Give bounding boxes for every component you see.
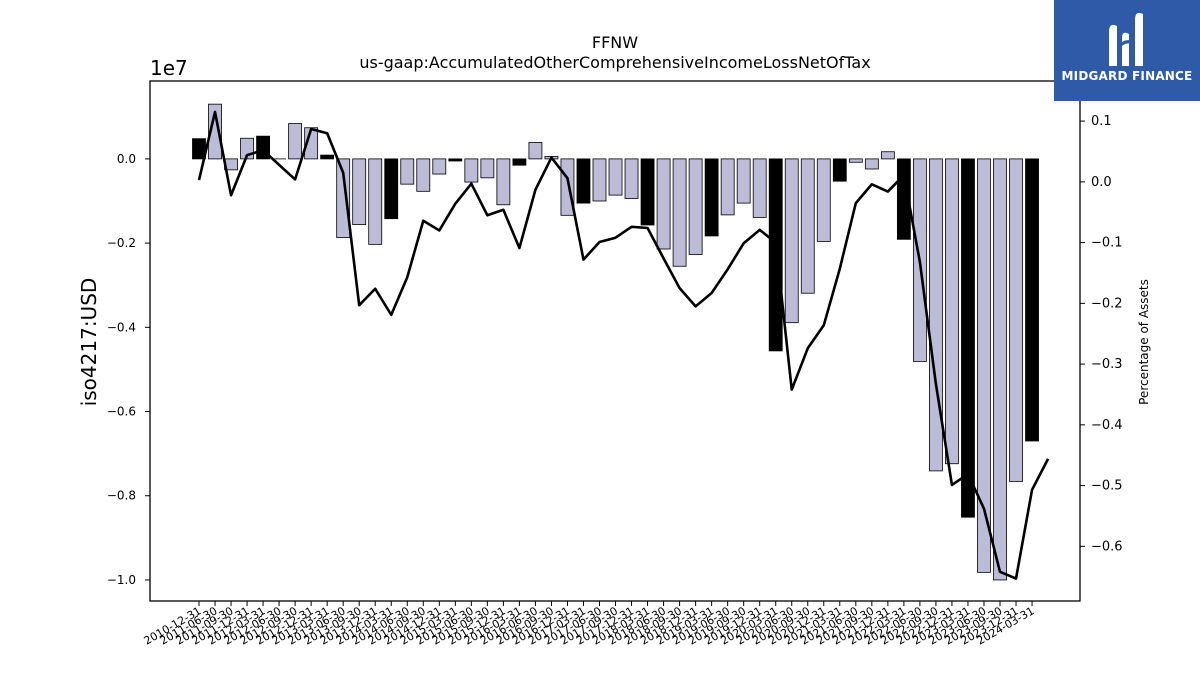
chart-title-line1: FFNW — [592, 33, 638, 52]
bar-2017-06-30 — [608, 158, 623, 196]
bar-2015-12-31 — [512, 158, 527, 166]
bar-2023-09-30 — [1009, 158, 1023, 482]
bar-2019-06-30 — [736, 158, 751, 204]
y-tick-label: −0.4 — [107, 320, 136, 334]
bar-2014-09-30 — [432, 158, 447, 175]
bar-2020-09-30 — [816, 158, 831, 242]
bar-2015-09-30 — [496, 158, 511, 206]
bar-2022-06-30 — [929, 158, 943, 472]
bar-2021-06-30 — [864, 158, 879, 170]
bar-2021-03-31 — [848, 158, 863, 163]
bar-2021-09-30 — [880, 151, 895, 160]
chart-title-line2: us-gaap:AccumulatedOtherComprehensiveInc… — [359, 53, 870, 72]
y2-axis-ticks: 0.1 0.0 −0.1 −0.2 −0.3 −0.4 −0.5 −0.6 — [1080, 114, 1123, 554]
y2-tick-label: −0.2 — [1091, 296, 1123, 311]
y2-axis-label: Percentage of Assets — [1137, 279, 1151, 405]
bar-2022-09-30 — [945, 158, 959, 465]
bar-2020-06-30 — [800, 158, 815, 294]
bar-2015-03-31 — [464, 158, 479, 183]
bar-2018-03-31 — [656, 158, 671, 250]
bar-2022-12-31 — [961, 158, 975, 518]
y-axis-ticks: 0.0 −0.2 −0.4 −0.6 −0.8 −1.0 — [107, 152, 150, 587]
y-axis-label: iso4217:USD — [77, 278, 101, 407]
bar-2020-03-31 — [784, 158, 799, 324]
y2-tick-label: −0.1 — [1091, 236, 1123, 251]
bar-2013-12-31 — [384, 158, 399, 220]
bar-2018-06-30 — [672, 158, 687, 267]
bar-2020-12-31 — [832, 158, 847, 182]
y-tick-label: −1.0 — [107, 573, 136, 587]
pct-assets-line — [197, 110, 1050, 580]
y-tick-label: −0.6 — [107, 405, 136, 419]
bar-2019-12-31 — [768, 158, 783, 352]
bar-2023-03-31 — [977, 158, 991, 573]
bar-2017-09-30 — [624, 158, 639, 199]
bar-2023-12-31 — [1025, 158, 1039, 442]
bar-2019-09-30 — [752, 158, 767, 218]
bar-2015-06-30 — [480, 158, 495, 179]
y-tick-label: 0.0 — [117, 152, 136, 166]
logo-text: MIDGARD FINANCE — [1061, 69, 1193, 83]
bar-2013-09-30 — [368, 158, 383, 245]
y2-tick-label: 0.1 — [1091, 114, 1112, 129]
bar-2016-03-31 — [528, 142, 543, 160]
bar-2011-03-31 — [208, 103, 222, 160]
bar-2012-06-30 — [288, 123, 303, 160]
y-tick-label: −0.2 — [107, 236, 136, 250]
bar-2012-12-31 — [320, 154, 335, 160]
x-axis-ticks: 2010-12-312011-06-302011-09-302011-12-31… — [142, 601, 1037, 648]
bar-2016-12-31 — [576, 158, 591, 204]
bar-2013-03-31 — [336, 158, 351, 239]
bar-2019-03-31 — [720, 158, 735, 216]
y-tick-label: −0.8 — [107, 489, 136, 503]
y2-tick-label: −0.5 — [1091, 479, 1123, 494]
bar-2014-06-30 — [416, 158, 431, 192]
pct-assets-line-series — [197, 110, 1050, 580]
y2-tick-label: −0.3 — [1091, 357, 1123, 372]
y2-tick-label: 0.0 — [1091, 175, 1112, 190]
bar-2017-12-31 — [640, 158, 655, 226]
y2-tick-label: −0.6 — [1091, 539, 1123, 554]
bar-2018-12-31 — [704, 158, 719, 237]
bar-2014-12-31 — [448, 158, 463, 162]
bar-2013-06-30 — [352, 158, 367, 225]
midgard-logo-icon — [1109, 12, 1143, 66]
bar-2017-03-31 — [592, 158, 607, 202]
bar-series — [192, 103, 1039, 581]
bar-2023-06-30 — [993, 158, 1007, 581]
bar-2014-03-31 — [400, 158, 415, 185]
plot-frame — [149, 80, 1081, 602]
bar-2018-09-30 — [688, 158, 703, 255]
y2-tick-label: −0.4 — [1091, 418, 1123, 433]
y-offset-label: 1e7 — [150, 56, 188, 80]
midgard-finance-logo: MIDGARD FINANCE — [1054, 0, 1200, 101]
